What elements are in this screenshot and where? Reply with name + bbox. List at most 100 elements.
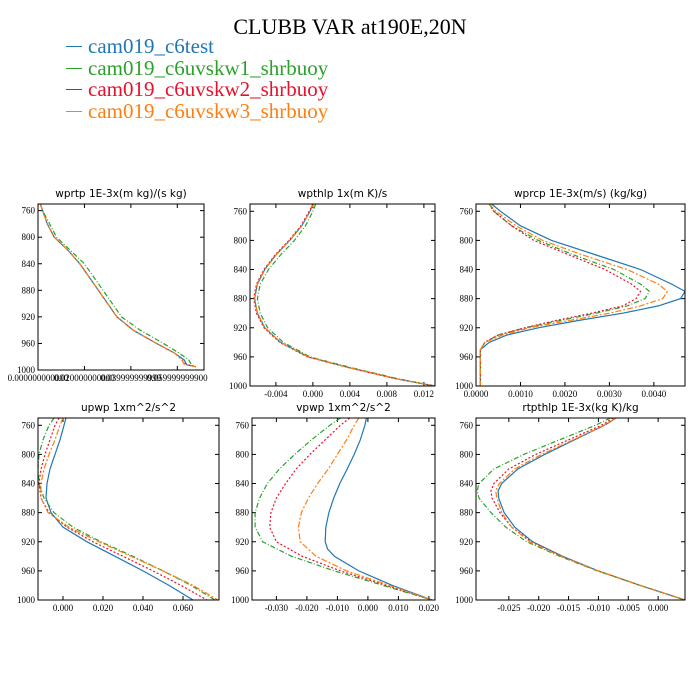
x-tick-label: 0.004 bbox=[340, 389, 361, 399]
series-line bbox=[479, 204, 651, 386]
series-line bbox=[40, 418, 219, 600]
x-tick-label: 0.010 bbox=[388, 603, 409, 613]
y-tick-label: 840 bbox=[234, 265, 248, 275]
y-tick-label: 760 bbox=[22, 420, 36, 430]
y-tick-label: 960 bbox=[460, 566, 474, 576]
x-tick-label: -0.010 bbox=[587, 603, 611, 613]
plot-frame bbox=[251, 417, 436, 601]
y-tick-label: 880 bbox=[234, 294, 248, 304]
y-tick-label: 800 bbox=[22, 232, 36, 242]
x-tick-label: 0.000 bbox=[648, 603, 669, 613]
panel-title: wprtp 1E-3x(m kg)/(s kg) bbox=[55, 188, 186, 200]
panel-title: wpthlp 1x(m K)/s bbox=[298, 188, 388, 200]
x-tick-label: -0.005 bbox=[617, 603, 641, 613]
x-tick-label: 0.000 bbox=[53, 603, 74, 613]
x-tick-label: 0.0000 bbox=[464, 389, 489, 399]
y-tick-label: 960 bbox=[22, 566, 36, 576]
x-tick-label: -0.020 bbox=[295, 603, 319, 613]
legend-swatch bbox=[66, 46, 82, 48]
series-line bbox=[324, 418, 433, 600]
x-tick-label: -0.020 bbox=[527, 603, 551, 613]
series-line bbox=[253, 204, 435, 386]
legend-swatch bbox=[66, 110, 82, 112]
chart-panel: vpwp 1xm^2/s^2 760 800 840 880 920 960 1000 -0.0… bbox=[231, 402, 440, 613]
x-tick-label: -0.015 bbox=[557, 603, 581, 613]
y-tick-label: 1000 bbox=[231, 595, 250, 605]
y-tick-label: 960 bbox=[22, 338, 36, 348]
y-tick-label: 920 bbox=[22, 537, 36, 547]
series-line bbox=[256, 204, 435, 386]
series-line bbox=[254, 418, 433, 600]
legend-swatch bbox=[66, 89, 82, 91]
y-tick-label: 880 bbox=[460, 508, 474, 518]
y-tick-label: 760 bbox=[234, 206, 248, 216]
y-tick-label: 760 bbox=[460, 420, 474, 430]
y-tick-label: 800 bbox=[234, 235, 248, 245]
chart-panel: wprtp 1E-3x(m kg)/(s kg) 760 800 840 880 920 9… bbox=[8, 188, 209, 383]
x-tick-label: 0.012 bbox=[414, 389, 434, 399]
series-line bbox=[497, 418, 685, 600]
x-tick-label: 0.000 bbox=[303, 389, 324, 399]
series-line bbox=[297, 418, 433, 600]
series-line bbox=[45, 418, 194, 600]
legend-entry: cam019_c6uvskw2_shrbuoy bbox=[66, 79, 328, 101]
panel-title: upwp 1xm^2/s^2 bbox=[81, 402, 176, 414]
legend-label: cam019_c6uvskw3_shrbuoy bbox=[88, 98, 329, 123]
x-tick-label: 0.0020 bbox=[553, 389, 578, 399]
y-tick-label: 1000 bbox=[17, 365, 36, 375]
series-line bbox=[38, 418, 216, 600]
series-line bbox=[253, 204, 435, 386]
y-tick-label: 840 bbox=[236, 479, 250, 489]
y-tick-label: 1000 bbox=[455, 595, 474, 605]
x-tick-label: 0.020 bbox=[93, 603, 114, 613]
x-tick-label: 0.0030 bbox=[597, 389, 622, 399]
x-tick-label: -0.030 bbox=[265, 603, 289, 613]
x-tick-label: 0.008 bbox=[377, 389, 398, 399]
x-tick-label: 0.000000000000 bbox=[8, 373, 69, 383]
y-tick-label: 840 bbox=[460, 479, 474, 489]
x-tick-label: 0.020000000000 bbox=[54, 373, 115, 383]
legend-label: cam019_c6uvskw1_shrbuoy bbox=[88, 55, 329, 80]
y-tick-label: 960 bbox=[460, 352, 474, 362]
x-tick-label: 0.060 bbox=[173, 603, 194, 613]
plot-frame bbox=[37, 417, 220, 601]
y-tick-label: 920 bbox=[234, 323, 248, 333]
y-tick-label: 960 bbox=[234, 352, 248, 362]
y-tick-label: 920 bbox=[460, 537, 474, 547]
series-line bbox=[479, 204, 642, 386]
series-line bbox=[39, 204, 197, 368]
series-line bbox=[479, 204, 685, 386]
y-tick-label: 800 bbox=[460, 449, 474, 459]
legend-label: cam019_c6uvskw2_shrbuoy bbox=[88, 77, 329, 102]
y-tick-label: 840 bbox=[22, 479, 36, 489]
y-tick-label: 840 bbox=[22, 259, 36, 269]
y-tick-label: 960 bbox=[236, 566, 250, 576]
plot-frame bbox=[475, 417, 686, 601]
y-tick-label: 760 bbox=[236, 420, 250, 430]
y-tick-label: 800 bbox=[22, 449, 36, 459]
x-tick-label: -0.004 bbox=[264, 389, 288, 399]
y-tick-label: 800 bbox=[236, 449, 250, 459]
series-line bbox=[39, 204, 197, 368]
y-tick-label: 1000 bbox=[17, 595, 36, 605]
x-tick-label: 0.040 bbox=[133, 603, 154, 613]
x-tick-label: 0.0040 bbox=[641, 389, 666, 399]
series-line bbox=[39, 204, 197, 368]
panel-title: vpwp 1xm^2/s^2 bbox=[296, 402, 391, 414]
figure-title: CLUBB VAR at190E,20N bbox=[233, 14, 467, 39]
plot-frame bbox=[249, 203, 436, 387]
legend-entry: cam019_c6uvskw3_shrbuoy bbox=[66, 98, 329, 123]
x-tick-label: -0.025 bbox=[497, 603, 521, 613]
legend-entry: cam019_c6uvskw1_shrbuoy bbox=[66, 55, 329, 80]
x-tick-label: 0.020 bbox=[419, 603, 440, 613]
chart-panel: rtpthlp 1E-3x(kg K)/kg 760 800 840 880 920 960… bbox=[455, 402, 686, 613]
legend: cam019_c6test cam019_c6uvskw1_shrbuoy ca… bbox=[66, 36, 328, 122]
y-tick-label: 880 bbox=[460, 294, 474, 304]
y-tick-label: 920 bbox=[22, 312, 36, 322]
y-tick-label: 880 bbox=[236, 508, 250, 518]
legend-label: cam019_c6test bbox=[88, 34, 214, 59]
y-tick-label: 880 bbox=[22, 285, 36, 295]
chart-panel: wprcp 1E-3x(m/s) (kg/kg) 760 800 840 880 920 9… bbox=[455, 188, 686, 399]
x-tick-label: -0.010 bbox=[326, 603, 350, 613]
